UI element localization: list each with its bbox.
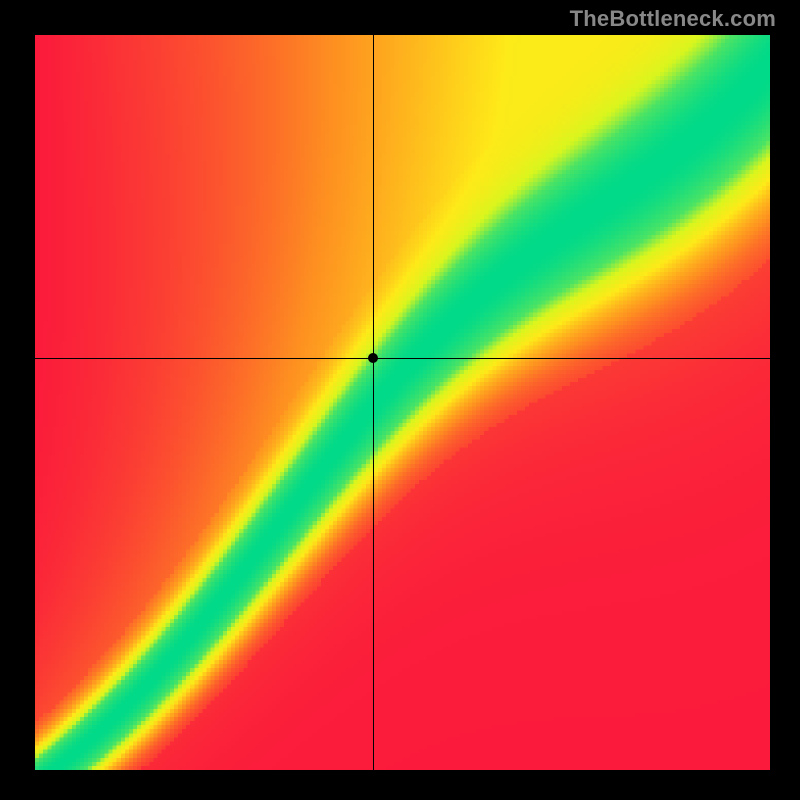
chart-container: TheBottleneck.com bbox=[0, 0, 800, 800]
marker-dot bbox=[368, 353, 378, 363]
crosshair-horizontal bbox=[35, 358, 770, 359]
watermark-text: TheBottleneck.com bbox=[570, 6, 776, 32]
heatmap-canvas bbox=[35, 35, 770, 770]
crosshair-vertical bbox=[373, 35, 374, 770]
